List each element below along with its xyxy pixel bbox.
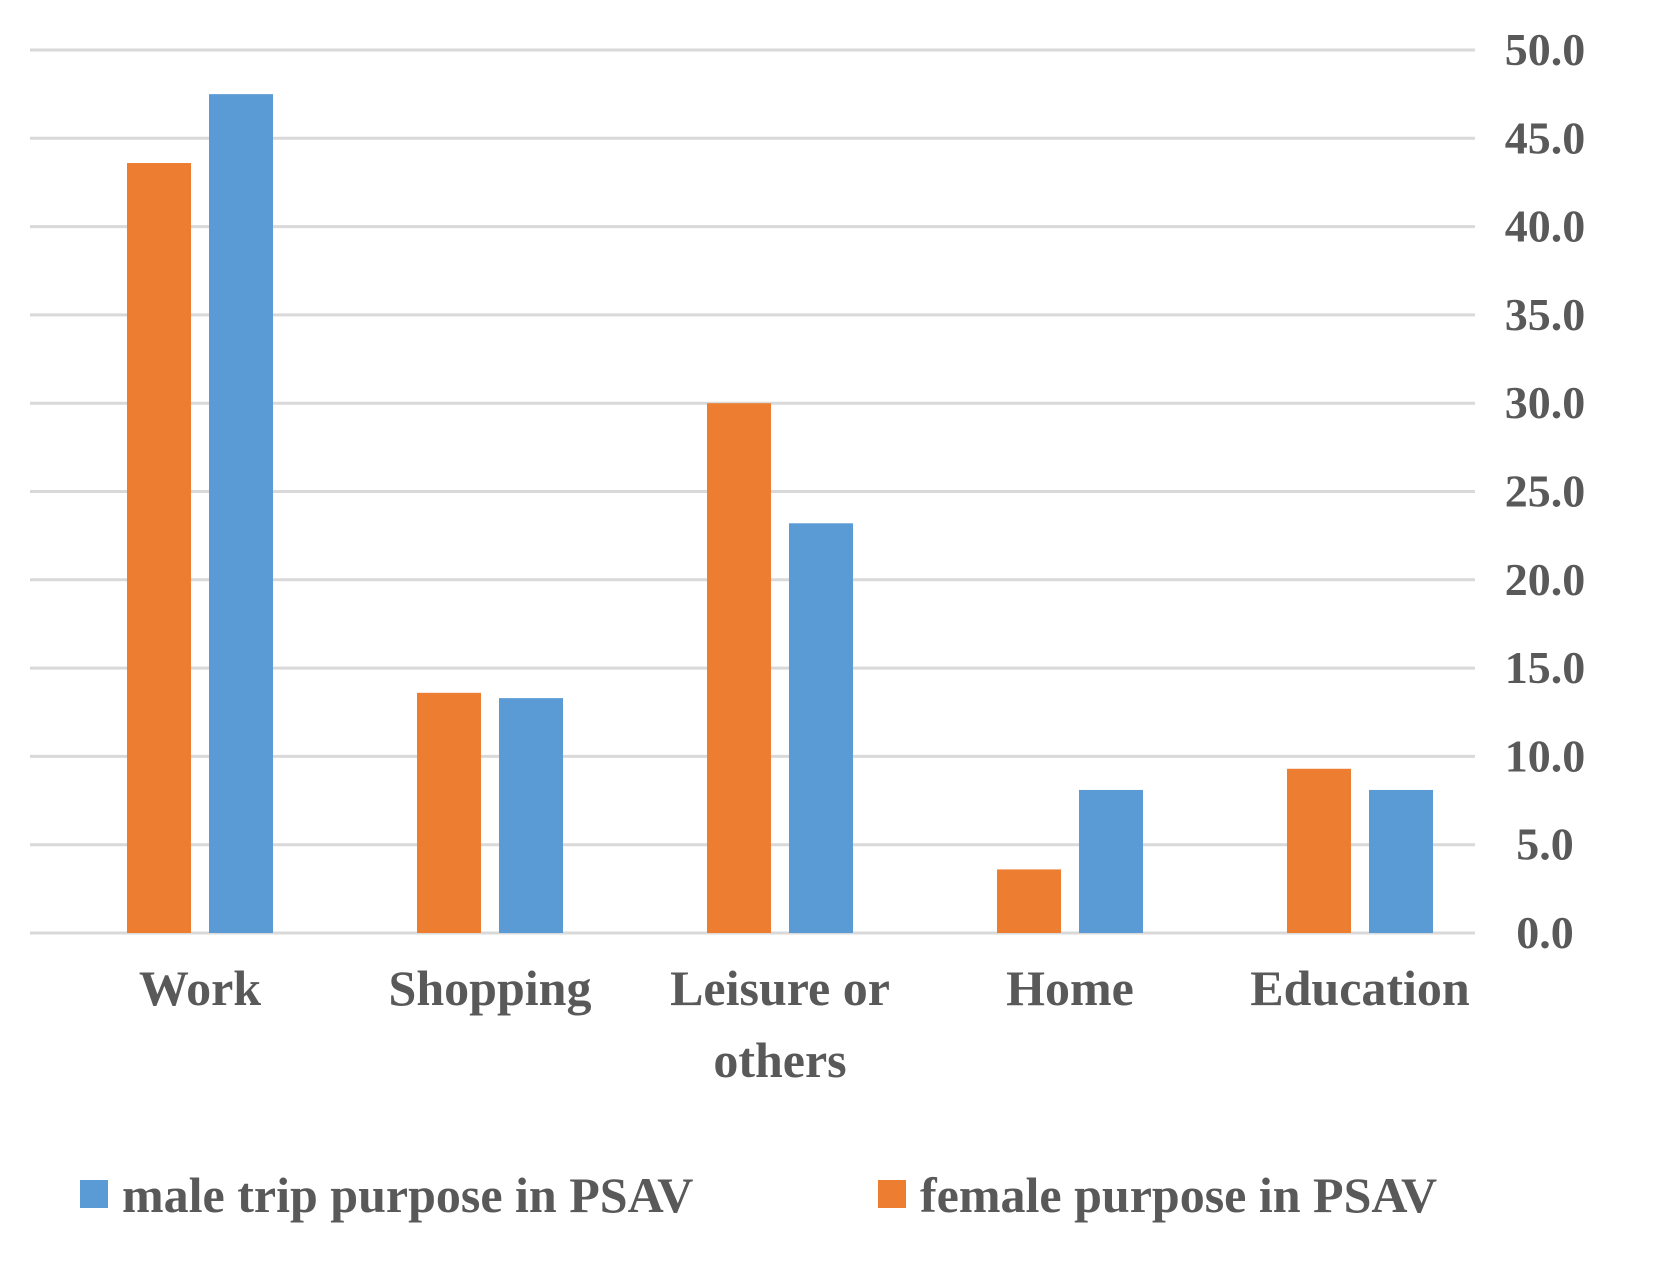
x-category-label: Work: [139, 960, 261, 1016]
bar-home-male: [1079, 789, 1143, 933]
y-tick-label: 40.0: [1505, 201, 1586, 252]
bar-home-female: [997, 869, 1061, 933]
bar-shopping-male: [499, 698, 563, 933]
bar-work-male: [209, 94, 273, 933]
legend-swatch: [80, 1180, 108, 1208]
x-category-label: others: [713, 1032, 846, 1088]
y-tick-label: 20.0: [1505, 554, 1586, 605]
legend: male trip purpose in PSAV female purpose …: [80, 1167, 1437, 1223]
y-tick-label: 5.0: [1516, 819, 1574, 870]
y-tick-label: 0.0: [1516, 907, 1574, 958]
bars: [127, 94, 1433, 934]
y-tick-label: 35.0: [1505, 289, 1586, 340]
y-tick-label: 45.0: [1505, 112, 1586, 163]
x-category-label: Home: [1006, 960, 1134, 1016]
legend-label: female purpose in PSAV: [920, 1167, 1437, 1223]
bar-work-female: [127, 163, 191, 934]
x-axis-category-labels: Work Shopping Leisure or others Home Educatio…: [139, 960, 1470, 1088]
y-axis-tick-labels: 0.0 5.0 10.0 15.0 20.0 25.0 30.0 35.0 40.0 45.0 50…: [1505, 24, 1586, 958]
y-tick-label: 10.0: [1505, 730, 1586, 781]
bar-leisure-or-others-female: [707, 403, 771, 933]
bar-education-female: [1287, 768, 1351, 933]
x-category-label: Shopping: [389, 960, 592, 1016]
y-tick-label: 30.0: [1505, 377, 1586, 428]
bar-shopping-female: [417, 692, 481, 933]
y-tick-label: 50.0: [1505, 24, 1586, 75]
y-tick-label: 15.0: [1505, 642, 1586, 693]
y-tick-label: 25.0: [1505, 466, 1586, 517]
x-category-label: Leisure or: [670, 960, 890, 1016]
legend-label: male trip purpose in PSAV: [122, 1167, 693, 1223]
bar-education-male: [1369, 789, 1433, 933]
legend-swatch: [878, 1180, 906, 1208]
bar-leisure-or-others-male: [789, 523, 853, 933]
x-category-label: Education: [1250, 960, 1470, 1016]
